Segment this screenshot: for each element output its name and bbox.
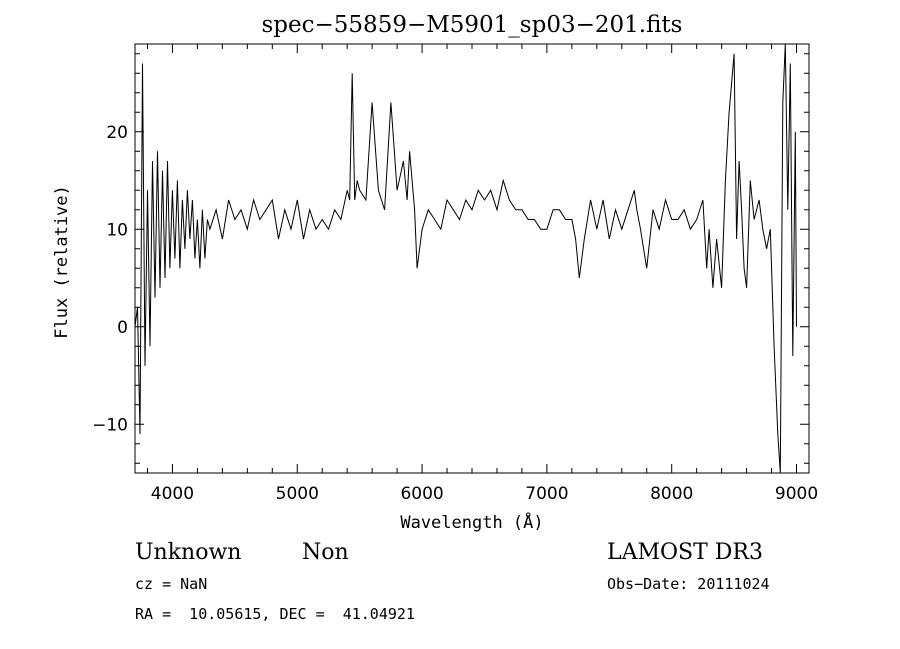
redshift-label: cz = NaN	[135, 575, 207, 593]
obs-date-label: Obs−Date: 20111024	[607, 575, 770, 593]
y-axis-tick-labels: −10 0 10 20	[92, 123, 128, 436]
y-tick-label: 10	[106, 220, 128, 240]
object-class-label: Unknown	[135, 540, 241, 565]
x-axis-ticks	[146, 44, 798, 473]
survey-label: LAMOST DR3	[607, 540, 763, 565]
y-axis-ticks	[135, 53, 809, 464]
x-tick-label: 7000	[525, 484, 568, 504]
coordinates-label: RA = 10.05615, DEC = 41.04921	[135, 605, 415, 623]
x-tick-label: 5000	[276, 484, 319, 504]
object-subclass-label: Non	[302, 540, 349, 565]
x-tick-label: 6000	[400, 484, 443, 504]
chart-title: spec−55859−M5901_sp03−201.fits	[262, 12, 683, 38]
y-tick-label: −10	[92, 415, 128, 435]
y-tick-label: 0	[117, 318, 128, 338]
series-line-spectrum	[134, 43, 797, 474]
x-tick-label: 8000	[650, 484, 693, 504]
x-axis-label: Wavelength (Å)	[400, 511, 543, 533]
plot-frame	[134, 43, 810, 474]
x-tick-label: 4000	[151, 484, 194, 504]
x-tick-label: 9000	[775, 484, 818, 504]
y-tick-label: 20	[106, 123, 128, 143]
x-axis-tick-labels: 4000 5000 6000 7000 8000 9000	[151, 484, 818, 504]
y-axis-label: Flux (relative)	[52, 185, 72, 339]
